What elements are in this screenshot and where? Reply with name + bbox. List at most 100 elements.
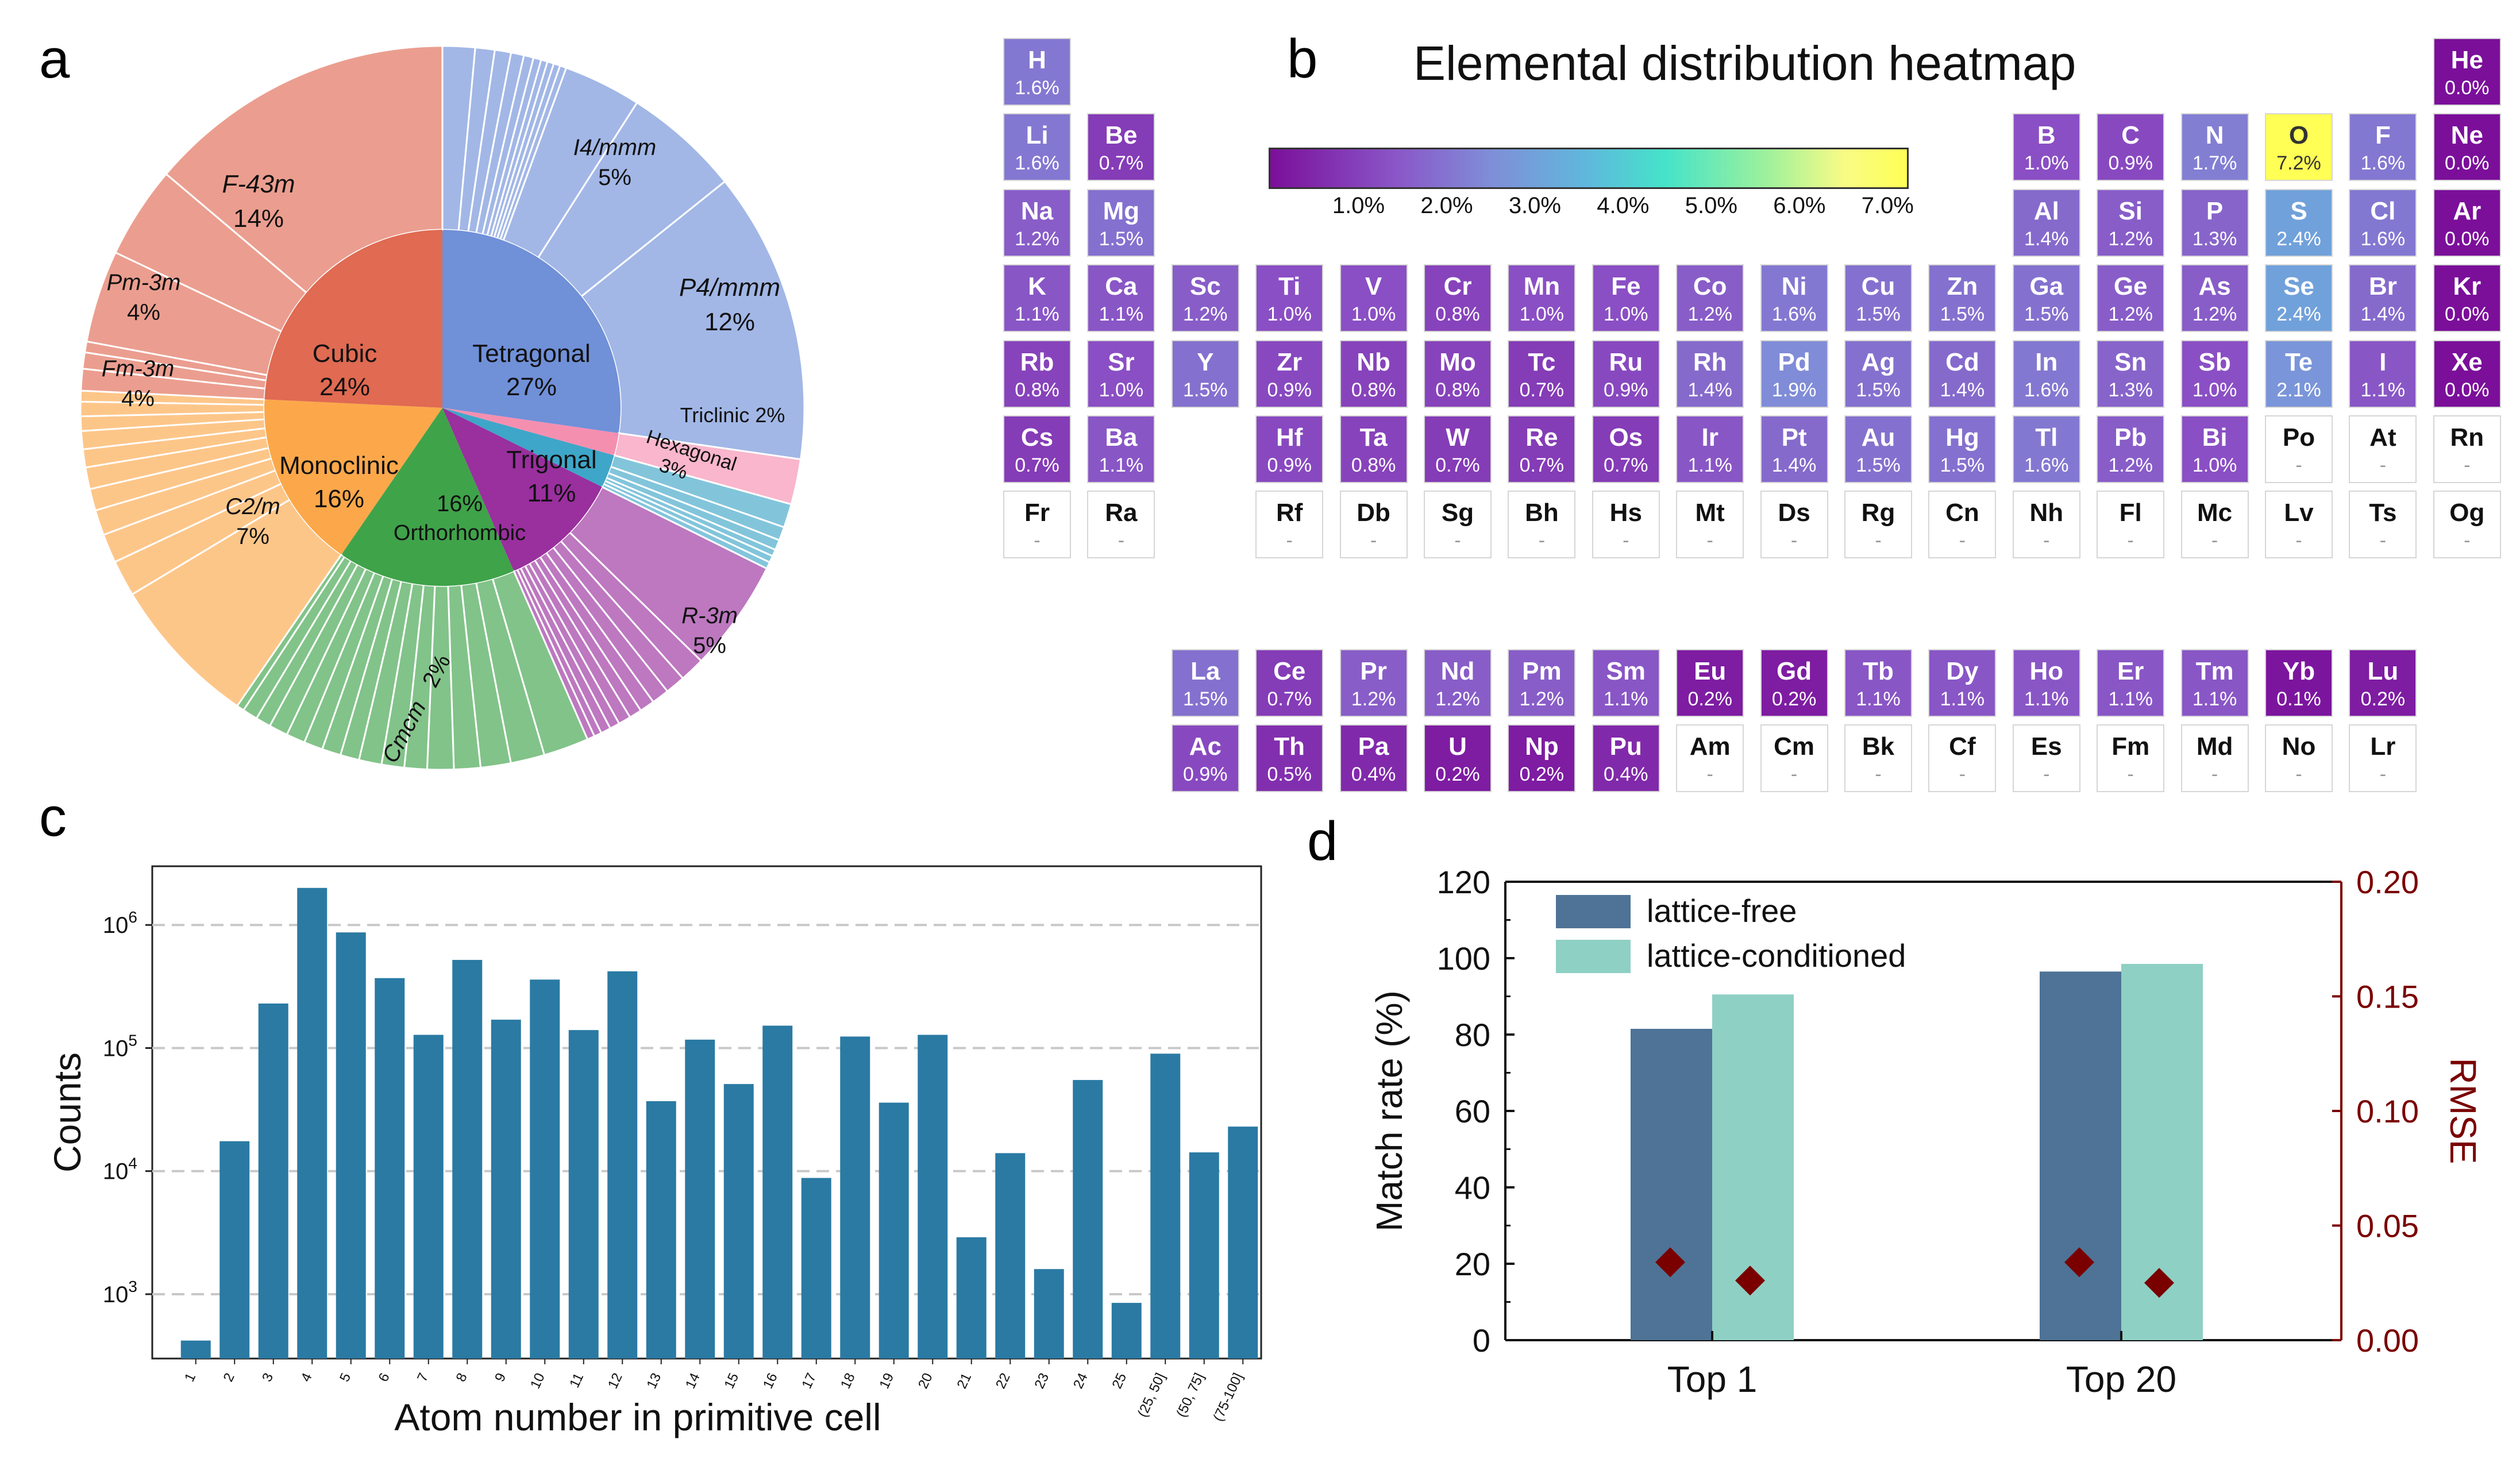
- element-symbol: Pm: [1522, 657, 1562, 685]
- x-tick-label: 21: [954, 1371, 974, 1391]
- element-symbol: Sg: [1441, 499, 1474, 527]
- element-symbol: Be: [1105, 121, 1138, 150]
- element-cell-pa: Pa 0.4%: [1339, 724, 1408, 793]
- x-tick-label: 7: [414, 1371, 431, 1384]
- element-symbol: Sr: [1108, 348, 1135, 376]
- legend-swatch-lattice-free: [1556, 895, 1631, 928]
- element-symbol: Hg: [1945, 423, 1979, 452]
- outer-label-9: F-43m: [222, 170, 295, 198]
- element-cell-mc: Mc -: [2180, 491, 2249, 559]
- element-cell-f: F 1.6%: [2349, 113, 2417, 182]
- y-tick-label: 100: [1437, 940, 1490, 977]
- x-tick-label: 8: [453, 1371, 471, 1384]
- element-cell-y: Y 1.5%: [1171, 339, 1239, 408]
- match-rate-chart: 0 20 40 60 80 100 120 0.00 0.05 0.10 0.15 0.20 Top 1…: [1369, 864, 2484, 1400]
- x-tick-label: 17: [799, 1371, 819, 1391]
- y-axis-label: Counts: [46, 1052, 88, 1172]
- element-symbol: Br: [2368, 272, 2397, 301]
- element-symbol: Tm: [2195, 657, 2234, 685]
- element-percent: 1.6%: [1015, 77, 1059, 99]
- element-symbol: B: [2037, 121, 2056, 150]
- element-cell-zn: Zn 1.5%: [1928, 264, 1997, 333]
- element-symbol: Tl: [2035, 423, 2058, 452]
- element-symbol: Fr: [1024, 499, 1050, 527]
- element-cell-br: Br 1.4%: [2349, 264, 2417, 333]
- element-percent: -: [2295, 763, 2302, 786]
- y-tick-label: 40: [1455, 1170, 1490, 1206]
- element-percent: 1.0%: [1267, 303, 1312, 326]
- element-cell-li: Li 1.6%: [1003, 113, 1071, 182]
- element-percent: 0.4%: [1351, 763, 1396, 786]
- element-cell-cn: Cn -: [1928, 491, 1997, 559]
- element-cell-bk: Bk -: [1844, 724, 1912, 793]
- element-cell-ir: Ir 1.1%: [1676, 415, 1744, 483]
- element-symbol: F: [2375, 121, 2391, 150]
- element-symbol: Dy: [1946, 657, 1979, 685]
- element-symbol: Te: [2284, 348, 2313, 376]
- x-tick-label: 25: [1109, 1371, 1130, 1391]
- element-symbol: Cs: [1020, 423, 1054, 452]
- colorbar-tick-label: 7.0%: [1861, 193, 1914, 218]
- element-cell-ta: Ta 0.8%: [1339, 415, 1408, 483]
- element-symbol: In: [2035, 348, 2058, 376]
- bar-24: [1073, 1080, 1103, 1359]
- x-tick-label: Top 1: [1667, 1359, 1758, 1400]
- element-cell-pu: Pu 0.4%: [1592, 724, 1660, 793]
- element-percent: 1.5%: [1856, 303, 1901, 326]
- x-tick-label: 18: [838, 1371, 858, 1391]
- element-symbol: Db: [1357, 499, 1390, 527]
- element-symbol: Nb: [1357, 348, 1390, 376]
- element-percent: -: [1034, 530, 1041, 552]
- element-percent: 0.5%: [1267, 763, 1312, 786]
- element-cell-re: Re 0.7%: [1508, 415, 1576, 483]
- element-percent: 0.0%: [2445, 227, 2490, 250]
- x-tick-label: 3: [259, 1371, 276, 1384]
- y-tick-label: 104: [103, 1155, 137, 1184]
- outer-value-9: 14%: [233, 204, 284, 233]
- element-percent: 1.1%: [1099, 454, 1144, 476]
- element-cell-fl: Fl -: [2097, 491, 2165, 559]
- element-percent: 1.1%: [1099, 303, 1144, 326]
- element-cell-rb: Rb 0.8%: [1003, 339, 1071, 408]
- outer-value-1: 12%: [704, 308, 755, 336]
- element-symbol: Kr: [2453, 272, 2482, 301]
- y2-tick-label: 0.00: [2356, 1322, 2419, 1359]
- element-percent: 1.0%: [1351, 303, 1396, 326]
- element-percent: 0.7%: [1099, 152, 1144, 175]
- element-percent: -: [1370, 530, 1377, 552]
- element-percent: 2.4%: [2276, 303, 2321, 326]
- element-cell-mn: Mn 1.0%: [1508, 264, 1576, 333]
- element-percent: 0.2%: [2360, 688, 2406, 710]
- y2-tick-label: 0.10: [2356, 1093, 2419, 1129]
- element-symbol: Ni: [1781, 272, 1807, 301]
- element-percent: 1.4%: [1940, 379, 1985, 401]
- element-percent: 1.3%: [2192, 227, 2237, 250]
- element-percent: 0.8%: [1351, 379, 1396, 401]
- bar-(25, 50]: [1150, 1054, 1181, 1359]
- element-percent: 7.2%: [2276, 152, 2321, 175]
- element-symbol: Sb: [2198, 348, 2231, 376]
- element-percent: 0.0%: [2445, 77, 2490, 99]
- element-cell-at: At -: [2349, 415, 2417, 483]
- element-cell-cu: Cu 1.5%: [1844, 264, 1912, 333]
- element-cell-fm: Fm -: [2097, 724, 2165, 793]
- element-cell-u: U 0.2%: [1424, 724, 1492, 793]
- outer-value-4: 5%: [693, 633, 726, 658]
- element-cell-k: K 1.1%: [1003, 264, 1071, 333]
- legend-label-lattice-conditioned: lattice-conditioned: [1647, 937, 1906, 974]
- bar-16: [762, 1025, 793, 1359]
- element-symbol: Ca: [1105, 272, 1138, 301]
- element-cell-nh: Nh -: [2012, 491, 2080, 559]
- x-tick-label: (25, 50]: [1135, 1371, 1169, 1419]
- element-percent: -: [2295, 454, 2302, 476]
- element-symbol: Mc: [2197, 499, 2233, 527]
- element-symbol: Pb: [2114, 423, 2147, 452]
- element-cell-cm: Cm -: [1760, 724, 1828, 793]
- element-symbol: Pr: [1360, 657, 1387, 685]
- element-symbol: Gd: [1777, 657, 1812, 685]
- y-tick-label: 60: [1455, 1093, 1490, 1129]
- y2-axis-label: RMSE: [2442, 1058, 2484, 1164]
- outer-label-group-2: Triclinic 2%: [680, 403, 785, 427]
- bar-4: [297, 888, 327, 1359]
- element-percent: 1.4%: [2024, 227, 2069, 250]
